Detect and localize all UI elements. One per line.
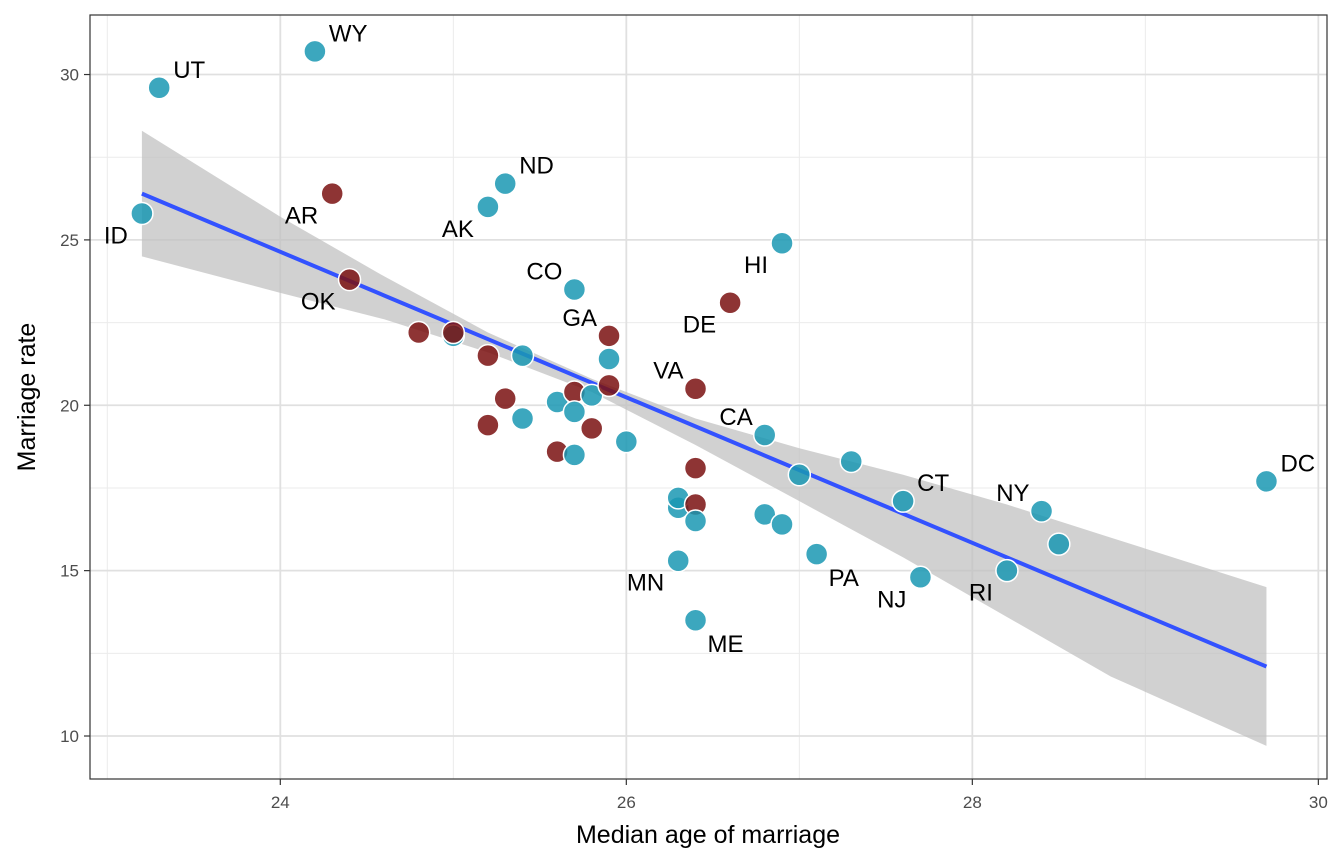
y-tick-label: 20 [60, 396, 79, 415]
data-point-ok [337, 267, 362, 292]
data-point [510, 406, 535, 431]
data-point-ga [597, 324, 621, 348]
state-label-nd: ND [519, 153, 554, 180]
data-point-de [718, 290, 742, 315]
data-point [579, 383, 604, 408]
x-axis: 24 26 28 30 [271, 779, 1328, 812]
data-point-ca [752, 423, 777, 447]
data-point [562, 400, 587, 424]
data-point [683, 456, 708, 480]
y-axis: 10 15 20 25 30 [60, 66, 90, 746]
data-point [614, 429, 639, 454]
y-tick-label: 25 [60, 231, 79, 250]
state-label-va: VA [653, 358, 683, 385]
data-point-dc [1254, 469, 1279, 494]
state-label-wy: WY [329, 20, 368, 47]
state-label-ny: NY [996, 480, 1029, 507]
data-point [1047, 532, 1071, 556]
data-point-id [130, 201, 154, 226]
state-label-ok: OK [301, 289, 336, 316]
state-label-ri: RI [969, 580, 993, 607]
data-point-ny [1029, 499, 1054, 523]
data-point [770, 512, 794, 537]
y-tick-label: 30 [60, 66, 79, 85]
points-layer [130, 39, 1279, 632]
data-point-ar [320, 181, 344, 206]
y-tick-label: 10 [60, 727, 79, 746]
x-tick-label: 28 [963, 793, 982, 812]
state-label-dc: DC [1280, 450, 1315, 477]
y-tick-label: 15 [60, 562, 79, 581]
data-point [752, 502, 777, 527]
state-label-ak: AK [442, 216, 474, 243]
x-tick-label: 24 [271, 793, 290, 812]
data-point [545, 390, 569, 414]
state-label-ct: CT [917, 470, 949, 497]
data-point [476, 343, 500, 368]
data-point [597, 347, 621, 371]
data-point [476, 413, 500, 437]
x-tick-label: 26 [617, 793, 636, 812]
state-label-nj: NJ [877, 586, 906, 613]
data-point-me [683, 608, 708, 632]
data-point [839, 449, 863, 474]
state-label-ar: AR [285, 203, 318, 230]
data-point [562, 443, 587, 467]
plot-border [89, 14, 1328, 780]
data-point [787, 462, 812, 487]
data-point-ut [147, 76, 171, 100]
state-label-id: ID [104, 222, 128, 249]
state-label-me: ME [708, 631, 744, 658]
x-axis-title: Median age of marriage [576, 821, 840, 849]
confidence-band [141, 130, 1267, 746]
data-point-hi [770, 231, 794, 255]
data-point-mn [666, 548, 690, 573]
regression-line [141, 191, 1268, 669]
data-point-nj [908, 565, 933, 590]
data-point-ri [995, 558, 1019, 583]
data-point-pa [804, 542, 829, 566]
data-point-nd [493, 171, 517, 196]
x-tick-label: 30 [1309, 793, 1328, 812]
data-point-wy [303, 39, 327, 64]
state-label-hi: HI [744, 252, 768, 279]
state-label-ga: GA [562, 305, 597, 332]
data-point-va [683, 376, 708, 401]
confidence-band-layer [141, 130, 1267, 746]
state-label-pa: PA [829, 565, 859, 592]
y-axis-title: Marriage rate [13, 323, 41, 472]
data-point-ct [891, 489, 915, 513]
data-point [597, 373, 621, 398]
data-point [441, 320, 466, 345]
data-point-ak [476, 195, 500, 219]
state-label-mn: MN [627, 570, 664, 597]
state-label-co: CO [526, 259, 562, 286]
data-point [579, 416, 604, 441]
data-point [510, 343, 535, 368]
data-point-co [562, 277, 587, 302]
data-point [683, 509, 708, 533]
state-label-de: DE [683, 312, 716, 339]
state-label-ca: CA [719, 404, 752, 431]
fit-line-layer [141, 191, 1268, 669]
grid-minor [90, 15, 1327, 779]
state-label-ut: UT [173, 57, 205, 84]
data-point [493, 386, 517, 411]
data-point [406, 320, 431, 345]
